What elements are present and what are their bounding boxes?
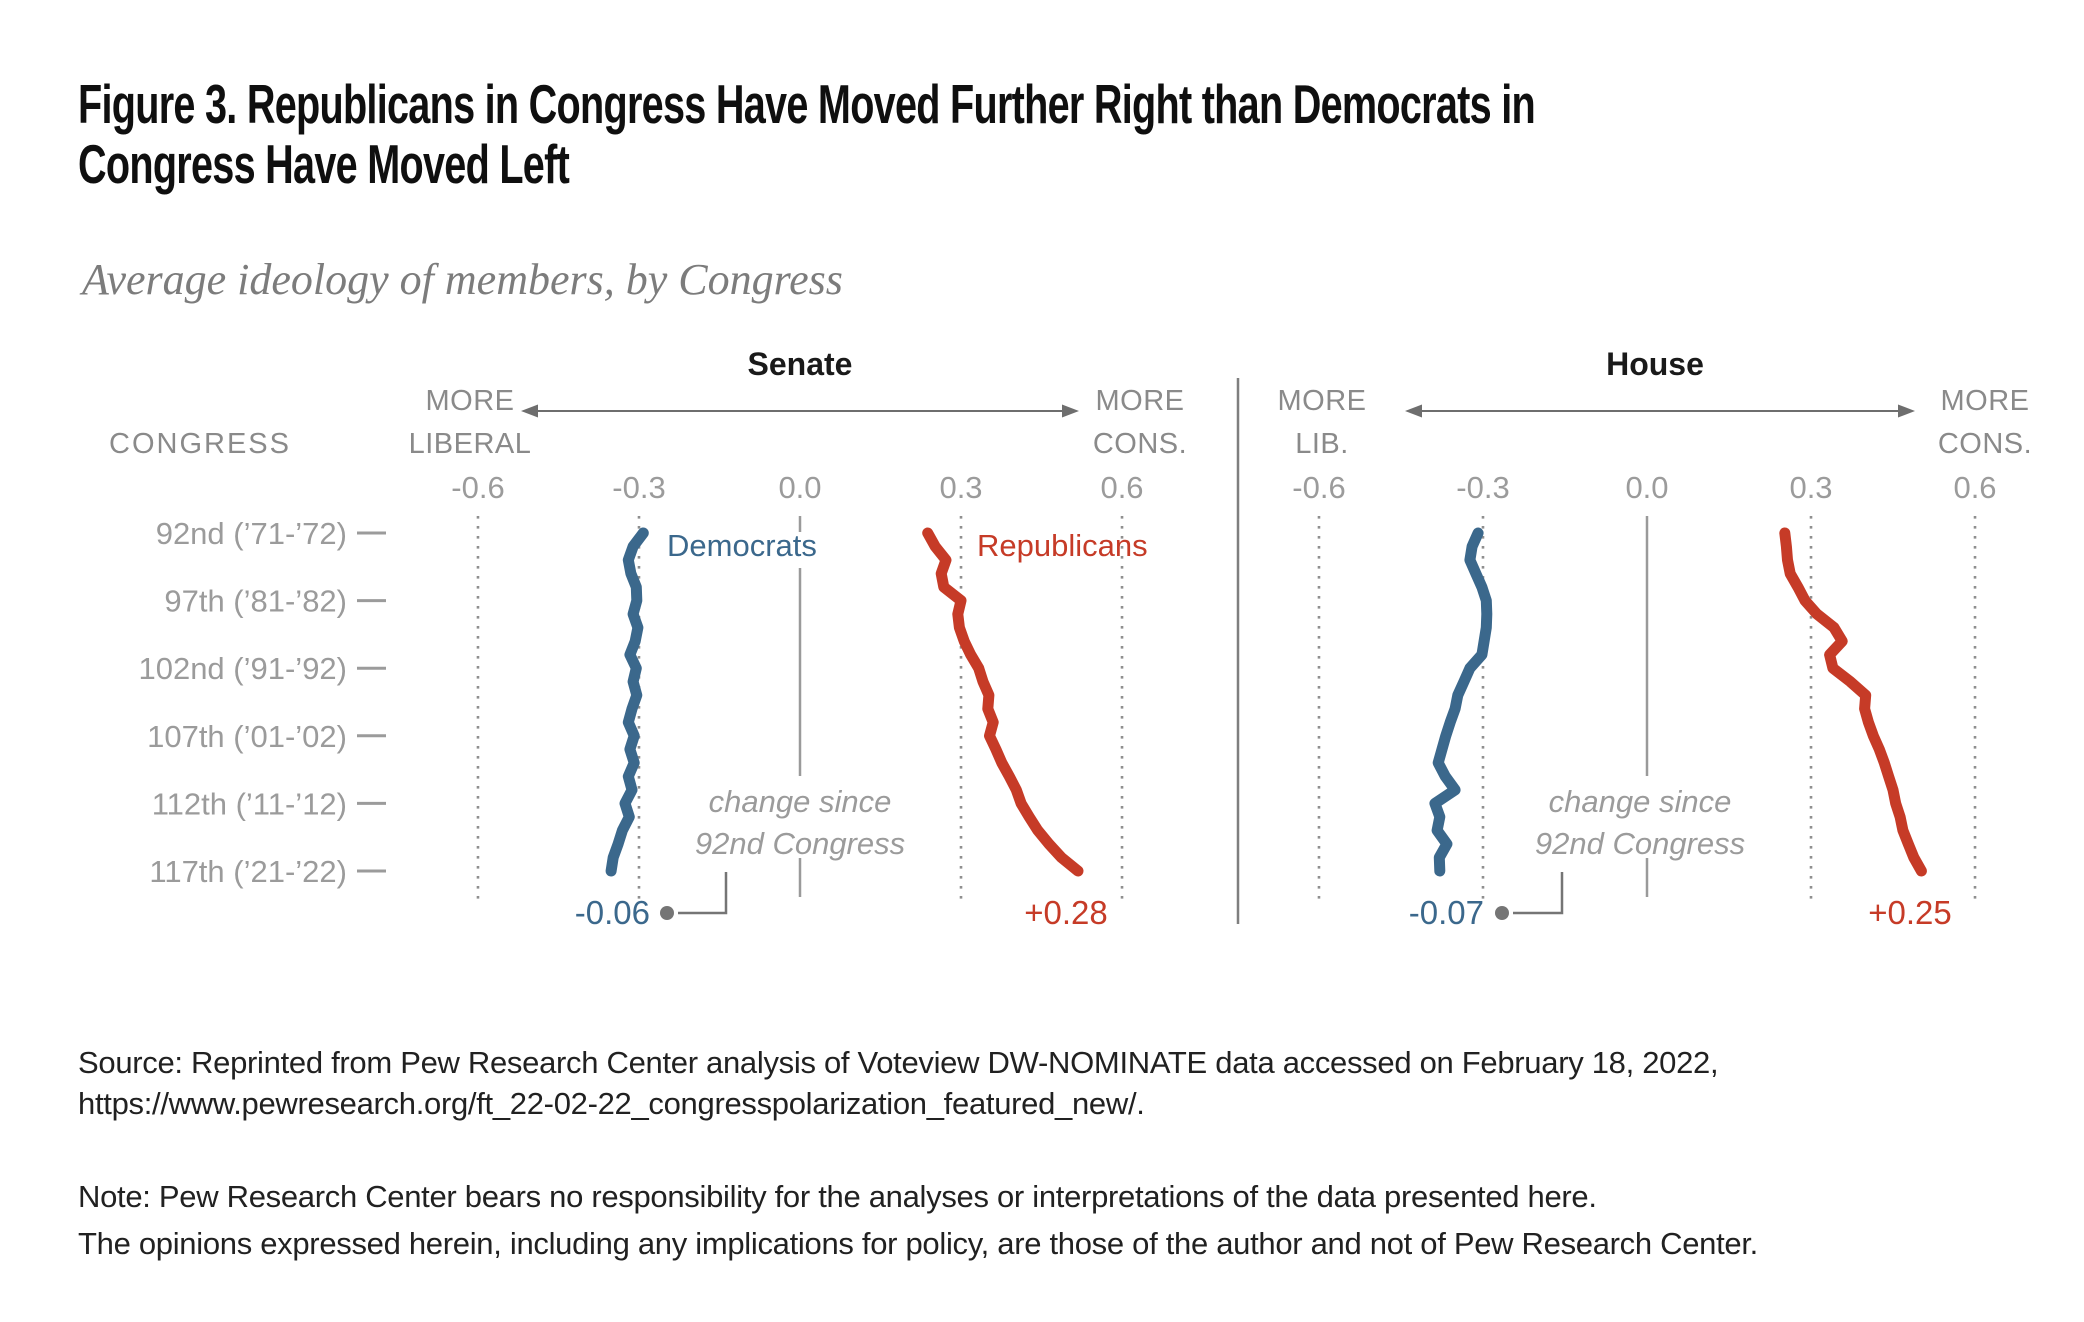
axis-direction-label-left: MORE <box>1278 385 1367 417</box>
axis-direction-label-right: MORE <box>1096 385 1185 417</box>
axis-direction-label-right: MORE <box>1941 385 2030 417</box>
series-line-republicans-house <box>1779 527 1927 877</box>
value-tick-label: -0.3 <box>612 470 665 505</box>
series-line-republicans-senate <box>922 527 1084 877</box>
axis-direction-label-right: CONS. <box>1093 428 1187 460</box>
source-text: Source: Reprinted from Pew Research Cent… <box>78 1042 1719 1124</box>
annotation-connector-line <box>1513 872 1564 915</box>
series-line-democrats-house <box>1429 527 1493 877</box>
arrow-right-icon <box>1898 404 1915 418</box>
arrow-left-icon <box>1405 404 1422 418</box>
change-since-label: change since <box>709 784 892 819</box>
congress-row-label: 117th (’21-’22) <box>149 854 347 889</box>
arrow-left-icon <box>521 404 538 418</box>
note-line-1: Note: Pew Research Center bears no respo… <box>78 1179 1597 1214</box>
arrow-right-icon <box>1062 404 1079 418</box>
panel-title: House <box>1606 346 1704 382</box>
figure-title: Figure 3. Republicans in Congress Have M… <box>78 73 1536 195</box>
change-since-label: change since <box>1549 784 1732 819</box>
republican-change-value: +0.25 <box>1868 894 1952 931</box>
source-line-2: https://www.pewresearch.org/ft_22-02-22_… <box>78 1086 1145 1121</box>
value-tick-label: 0.3 <box>939 470 982 505</box>
axis-direction-label-left: MORE <box>426 385 515 417</box>
source-line-1: Source: Reprinted from Pew Research Cent… <box>78 1045 1719 1080</box>
figure-subtitle: Average ideology of members, by Congress <box>82 255 843 304</box>
series-label-republicans: Republicans <box>977 528 1148 563</box>
republican-change-value: +0.28 <box>1024 894 1108 931</box>
congress-row-label: 97th (’81-’82) <box>164 584 347 619</box>
congress-row-label: 107th (’01-’02) <box>147 719 347 754</box>
value-tick-label: 0.6 <box>1100 470 1143 505</box>
congress-row-label: 92nd (’71-’72) <box>156 516 347 551</box>
value-tick-label: 0.0 <box>778 470 821 505</box>
value-tick-label: 0.6 <box>1953 470 1996 505</box>
series-line-democrats-senate <box>605 527 649 877</box>
congress-column-header: CONGRESS <box>109 428 291 460</box>
change-since-label: 92nd Congress <box>695 826 905 861</box>
panel-title: Senate <box>748 346 853 382</box>
axis-direction-label-left: LIBERAL <box>409 428 532 460</box>
note-line-2: The opinions expressed herein, including… <box>78 1226 1758 1261</box>
axis-direction-label-left: LIB. <box>1295 428 1349 460</box>
congress-row-label: 112th (’11-’12) <box>152 786 347 821</box>
value-tick-label: 0.0 <box>1625 470 1668 505</box>
figure-title-line-2: Congress Have Moved Left <box>78 133 570 195</box>
series-label-democrats: Democrats <box>667 528 817 563</box>
value-tick-label: -0.3 <box>1456 470 1509 505</box>
democrat-change-value: -0.07 <box>1409 894 1484 931</box>
value-tick-label: -0.6 <box>451 470 504 505</box>
figure-title-line-1: Figure 3. Republicans in Congress Have M… <box>78 73 1536 135</box>
change-since-label: 92nd Congress <box>1535 826 1745 861</box>
annotation-connector-line <box>678 872 728 915</box>
congress-row-label: 102nd (’91-’92) <box>138 651 347 686</box>
note-text: Note: Pew Research Center bears no respo… <box>78 1173 1758 1267</box>
annotation-dot-icon <box>660 906 674 920</box>
democrat-change-value: -0.06 <box>575 894 650 931</box>
axis-direction-label-right: CONS. <box>1938 428 2032 460</box>
value-tick-label: -0.6 <box>1292 470 1345 505</box>
value-tick-label: 0.3 <box>1789 470 1832 505</box>
annotation-dot-icon <box>1495 906 1509 920</box>
